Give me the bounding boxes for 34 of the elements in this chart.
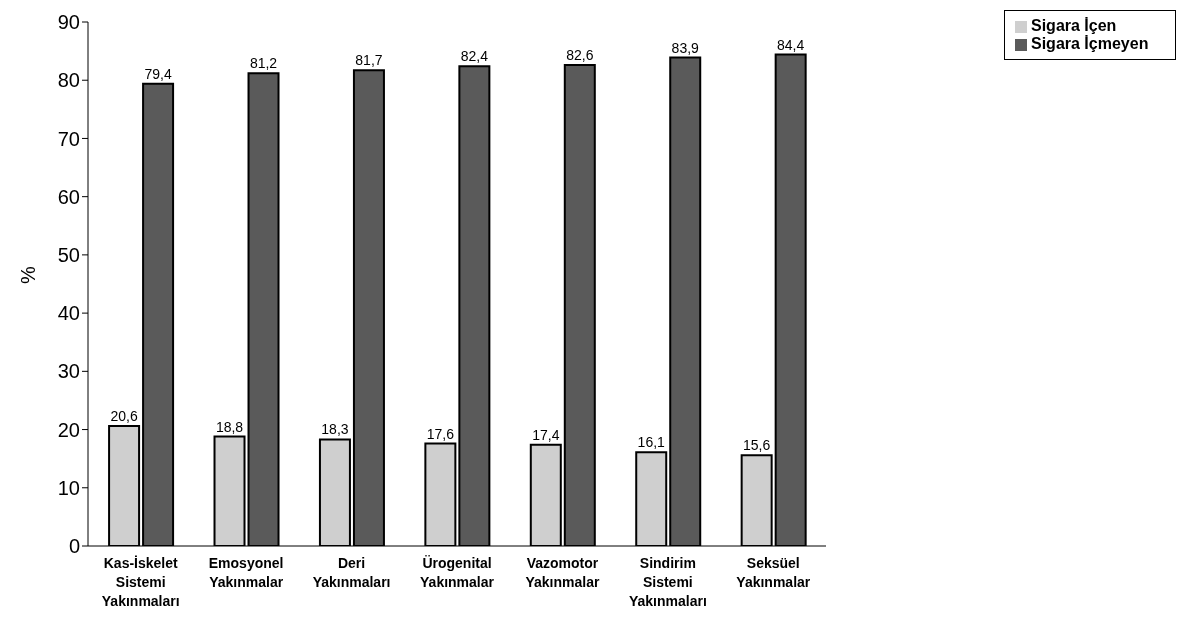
data-label: 81,2 xyxy=(249,55,278,72)
x-tick-label: Ürogenital Yakınmalar xyxy=(420,555,495,590)
data-label: 81,7 xyxy=(355,52,383,69)
data-label: 79,4 xyxy=(144,65,172,82)
legend-label: Sigara İçmeyen xyxy=(1031,35,1149,52)
y-tick-label: 70 xyxy=(57,127,80,150)
data-label: 15,6 xyxy=(743,437,771,454)
y-tick-label: 40 xyxy=(57,302,80,325)
data-label: 18,3 xyxy=(321,421,349,438)
data-label: 83,9 xyxy=(671,39,700,56)
x-tick-label: Sindirim Sistemi Yakınmaları xyxy=(628,555,707,609)
x-tick-label: Kas-İskelet Sistemi Yakınmaları xyxy=(101,555,180,609)
x-tick-label: Deri Yakınmaları xyxy=(312,555,391,590)
y-tick-label: 50 xyxy=(57,243,80,266)
legend-label: Sigara İçen xyxy=(1031,17,1117,34)
y-axis-title: % xyxy=(17,266,40,284)
data-label: 82,4 xyxy=(460,48,489,65)
data-label: 82,6 xyxy=(566,47,594,64)
y-tick-label: 30 xyxy=(57,360,80,383)
y-tick-label: 80 xyxy=(57,69,80,92)
data-label: 17,4 xyxy=(532,426,560,443)
data-label: 16,1 xyxy=(637,434,666,451)
y-tick-label: 60 xyxy=(57,185,80,208)
x-tick-label: Emosyonel Yakınmalar xyxy=(208,555,284,590)
data-label: 20,6 xyxy=(110,408,138,425)
y-tick-label: 0 xyxy=(68,535,80,558)
y-tick-label: 10 xyxy=(57,476,80,499)
data-label: 84,4 xyxy=(777,36,805,53)
y-tick-label: 20 xyxy=(57,418,80,441)
y-tick-label: 90 xyxy=(57,11,80,34)
x-tick-label: Vazomotor Yakınmalar xyxy=(525,555,600,590)
x-tick-label: Seksüel Yakınmalar xyxy=(736,555,811,590)
data-label: 18,8 xyxy=(215,418,244,435)
data-label: 17,6 xyxy=(426,425,455,442)
